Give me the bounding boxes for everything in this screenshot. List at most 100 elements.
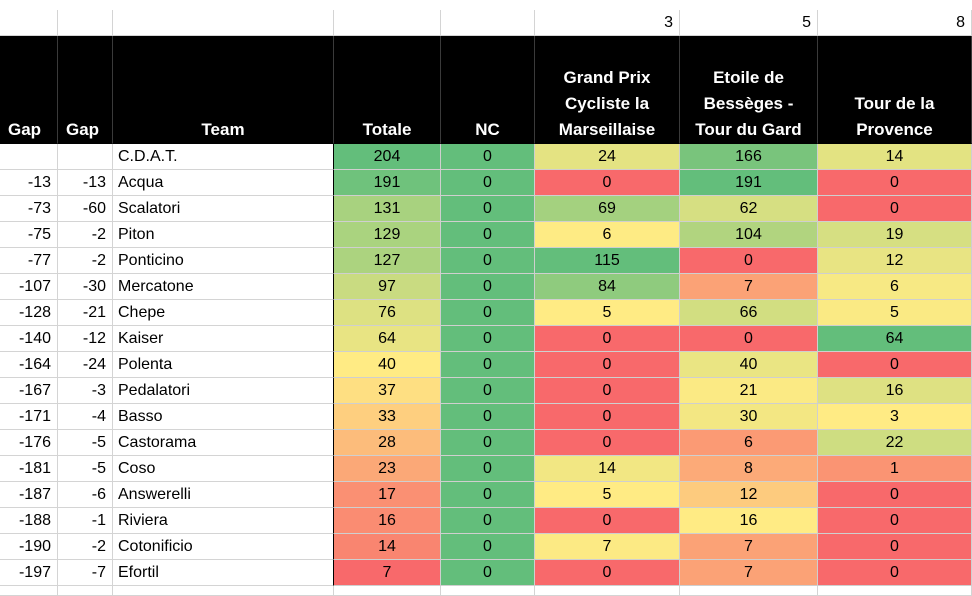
nc-cell[interactable]: 0 — [441, 534, 535, 560]
nc-cell[interactable]: 0 — [441, 352, 535, 378]
top-row-cell[interactable] — [113, 10, 334, 36]
team-name-cell[interactable]: Coso — [113, 456, 334, 482]
nc-cell[interactable]: 0 — [441, 196, 535, 222]
top-row-cell[interactable] — [334, 10, 441, 36]
column-header[interactable]: Gap — [58, 36, 113, 144]
race-provence-cell[interactable]: 6 — [818, 274, 972, 300]
gap-cell[interactable]: -167 — [0, 378, 58, 404]
gap-change-cell[interactable]: -1 — [58, 508, 113, 534]
column-header[interactable]: Etoile de Bessèges - Tour du Gard — [680, 36, 818, 144]
empty-cell[interactable] — [680, 586, 818, 596]
race-besseges-cell[interactable]: 6 — [680, 430, 818, 456]
team-name-cell[interactable]: Ponticino — [113, 248, 334, 274]
empty-cell[interactable] — [58, 586, 113, 596]
race-marseillaise-cell[interactable]: 0 — [535, 352, 680, 378]
nc-cell[interactable]: 0 — [441, 248, 535, 274]
team-name-cell[interactable]: Cotonificio — [113, 534, 334, 560]
nc-cell[interactable]: 0 — [441, 508, 535, 534]
total-cell[interactable]: 76 — [334, 300, 441, 326]
race-provence-cell[interactable]: 0 — [818, 508, 972, 534]
top-row-cell[interactable] — [441, 10, 535, 36]
team-name-cell[interactable]: Efortil — [113, 560, 334, 586]
nc-cell[interactable]: 0 — [441, 404, 535, 430]
nc-cell[interactable]: 0 — [441, 430, 535, 456]
race-marseillaise-cell[interactable]: 0 — [535, 326, 680, 352]
nc-cell[interactable]: 0 — [441, 144, 535, 170]
column-header[interactable]: Team — [113, 36, 334, 144]
race-marseillaise-cell[interactable]: 0 — [535, 378, 680, 404]
team-name-cell[interactable]: Kaiser — [113, 326, 334, 352]
total-cell[interactable]: 16 — [334, 508, 441, 534]
column-header[interactable]: Totale — [334, 36, 441, 144]
empty-cell[interactable] — [441, 586, 535, 596]
race-besseges-cell[interactable]: 12 — [680, 482, 818, 508]
nc-cell[interactable]: 0 — [441, 378, 535, 404]
race-marseillaise-cell[interactable]: 24 — [535, 144, 680, 170]
nc-cell[interactable]: 0 — [441, 560, 535, 586]
race-marseillaise-cell[interactable]: 0 — [535, 404, 680, 430]
gap-change-cell[interactable]: -7 — [58, 560, 113, 586]
team-name-cell[interactable]: Chepe — [113, 300, 334, 326]
gap-cell[interactable]: -176 — [0, 430, 58, 456]
team-name-cell[interactable]: Mercatone — [113, 274, 334, 300]
team-name-cell[interactable]: Scalatori — [113, 196, 334, 222]
race-provence-cell[interactable]: 0 — [818, 482, 972, 508]
gap-change-cell[interactable]: -2 — [58, 534, 113, 560]
gap-cell[interactable]: -75 — [0, 222, 58, 248]
race-besseges-cell[interactable]: 16 — [680, 508, 818, 534]
race-besseges-cell[interactable]: 30 — [680, 404, 818, 430]
race-besseges-cell[interactable]: 191 — [680, 170, 818, 196]
total-cell[interactable]: 37 — [334, 378, 441, 404]
gap-cell[interactable]: -187 — [0, 482, 58, 508]
gap-cell[interactable]: -164 — [0, 352, 58, 378]
race-marseillaise-cell[interactable]: 0 — [535, 560, 680, 586]
team-name-cell[interactable]: C.D.A.T. — [113, 144, 334, 170]
race-besseges-cell[interactable]: 40 — [680, 352, 818, 378]
gap-cell[interactable]: -13 — [0, 170, 58, 196]
race-besseges-cell[interactable]: 166 — [680, 144, 818, 170]
top-row-cell[interactable] — [0, 10, 58, 36]
race-marseillaise-cell[interactable]: 84 — [535, 274, 680, 300]
total-cell[interactable]: 7 — [334, 560, 441, 586]
gap-change-cell[interactable]: -2 — [58, 222, 113, 248]
race-provence-cell[interactable]: 0 — [818, 196, 972, 222]
gap-change-cell[interactable]: -13 — [58, 170, 113, 196]
race-marseillaise-cell[interactable]: 5 — [535, 482, 680, 508]
race-provence-cell[interactable]: 5 — [818, 300, 972, 326]
gap-cell[interactable]: -107 — [0, 274, 58, 300]
race-marseillaise-cell[interactable]: 115 — [535, 248, 680, 274]
total-cell[interactable]: 204 — [334, 144, 441, 170]
race-provence-cell[interactable]: 22 — [818, 430, 972, 456]
empty-cell[interactable] — [334, 586, 441, 596]
gap-cell[interactable]: -181 — [0, 456, 58, 482]
gap-change-cell[interactable]: -5 — [58, 456, 113, 482]
race-provence-cell[interactable]: 12 — [818, 248, 972, 274]
race-provence-cell[interactable]: 3 — [818, 404, 972, 430]
total-cell[interactable]: 64 — [334, 326, 441, 352]
gap-change-cell[interactable]: -60 — [58, 196, 113, 222]
gap-change-cell[interactable]: -12 — [58, 326, 113, 352]
gap-change-cell[interactable]: -21 — [58, 300, 113, 326]
race-provence-cell[interactable]: 16 — [818, 378, 972, 404]
gap-cell[interactable]: -188 — [0, 508, 58, 534]
total-cell[interactable]: 17 — [334, 482, 441, 508]
race-marseillaise-cell[interactable]: 5 — [535, 300, 680, 326]
race-besseges-cell[interactable]: 0 — [680, 248, 818, 274]
race-besseges-cell[interactable]: 7 — [680, 274, 818, 300]
race-besseges-cell[interactable]: 104 — [680, 222, 818, 248]
gap-change-cell[interactable]: -3 — [58, 378, 113, 404]
gap-change-cell[interactable]: -30 — [58, 274, 113, 300]
race-provence-cell[interactable]: 1 — [818, 456, 972, 482]
total-cell[interactable]: 191 — [334, 170, 441, 196]
empty-cell[interactable] — [535, 586, 680, 596]
nc-cell[interactable]: 0 — [441, 222, 535, 248]
total-cell[interactable]: 97 — [334, 274, 441, 300]
gap-cell[interactable]: -128 — [0, 300, 58, 326]
race-besseges-cell[interactable]: 0 — [680, 326, 818, 352]
gap-change-cell[interactable]: -24 — [58, 352, 113, 378]
total-cell[interactable]: 129 — [334, 222, 441, 248]
race-marseillaise-cell[interactable]: 69 — [535, 196, 680, 222]
top-row-cell[interactable] — [58, 10, 113, 36]
race-provence-cell[interactable]: 0 — [818, 170, 972, 196]
team-name-cell[interactable]: Castorama — [113, 430, 334, 456]
